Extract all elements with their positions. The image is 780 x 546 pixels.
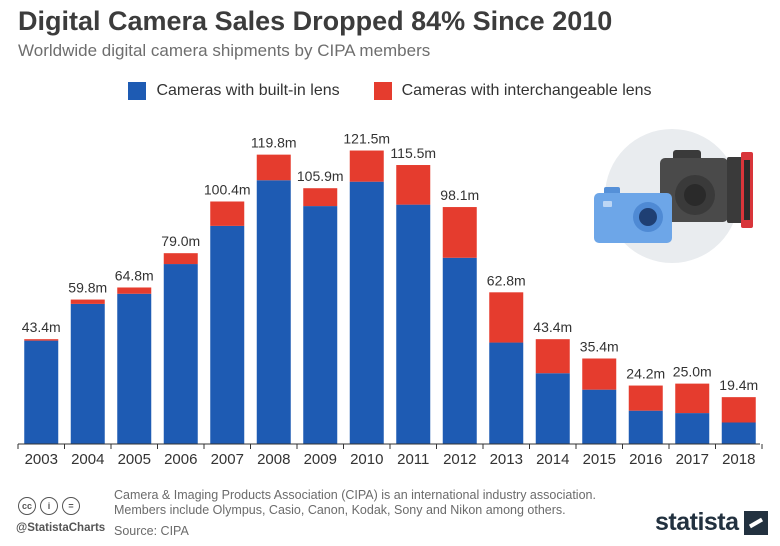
bar-builtin-2009	[303, 206, 338, 444]
bar-interchangeable-2008	[256, 154, 291, 181]
source-text: Source: CIPA	[114, 524, 189, 538]
x-tick-label: 2013	[490, 451, 523, 468]
bar-interchangeable-2018	[721, 397, 756, 423]
value-label: 25.0m	[673, 364, 712, 380]
statista-logo-icon	[743, 510, 768, 535]
value-label: 115.5m	[390, 145, 436, 161]
footer-note: Camera & Imaging Products Association (C…	[114, 488, 596, 518]
bar-builtin-2015	[582, 389, 617, 444]
attribution-icon[interactable]: i	[40, 497, 58, 515]
value-label: 59.8m	[68, 280, 107, 296]
bar-builtin-2012	[442, 257, 477, 444]
legend-item-interchangeable: Cameras with interchangeable lens	[373, 82, 652, 100]
bar-chart: 2003 2004 2005 2006 2007 2008 2009 2010 2011 2012…	[17, 129, 763, 468]
no-derivatives-icon[interactable]: =	[62, 497, 80, 515]
value-label: 43.4m	[22, 319, 61, 335]
legend-swatch-interchangeable	[373, 82, 392, 100]
x-tick-label: 2006	[164, 451, 197, 468]
bar-builtin-2004	[70, 303, 105, 444]
bar-interchangeable-2014	[535, 339, 570, 374]
x-tick-label: 2009	[304, 451, 337, 468]
bar-builtin-2013	[489, 342, 524, 444]
legend-label-interchangeable: Cameras with interchangeable lens	[401, 82, 652, 99]
bar-builtin-2016	[628, 410, 663, 444]
value-label: 100.4m	[204, 181, 251, 197]
bar-builtin-2011	[396, 204, 431, 444]
legend-swatch-builtin	[128, 82, 147, 100]
value-label: 105.9m	[297, 168, 344, 184]
value-label: 62.8m	[487, 272, 526, 288]
x-tick-label: 2014	[536, 451, 569, 468]
footer-note-line1: Camera & Imaging Products Association (C…	[114, 488, 596, 502]
brand-logo[interactable]: statista	[655, 508, 768, 537]
bar-interchangeable-2010	[349, 150, 384, 182]
compact-camera-icon	[594, 187, 672, 243]
bar-interchangeable-2013	[489, 292, 524, 343]
brand-wordmark: statista	[655, 508, 739, 536]
x-tick-label: 2007	[211, 451, 244, 468]
bar-builtin-2003	[24, 340, 59, 444]
legend-item-builtin: Cameras with built-in lens	[128, 82, 340, 100]
bar-builtin-2018	[721, 422, 756, 444]
bar-interchangeable-2011	[396, 165, 431, 205]
x-tick-label: 2003	[25, 451, 58, 468]
x-tick-label: 2017	[676, 451, 709, 468]
chart-subtitle: Worldwide digital camera shipments by CI…	[18, 41, 431, 60]
value-label: 35.4m	[580, 338, 619, 354]
x-tick-label: 2018	[722, 451, 755, 468]
bar-interchangeable-2003	[24, 339, 59, 341]
dslr-camera-icon	[660, 150, 753, 228]
chart-title: Digital Camera Sales Dropped 84% Since 2…	[18, 6, 613, 36]
bar-interchangeable-2005	[117, 287, 152, 294]
bar-builtin-2008	[256, 180, 291, 445]
twitter-handle[interactable]: @StatistaCharts	[16, 522, 106, 534]
footer-note-line2: Members include Olympus, Casio, Canon, K…	[114, 503, 566, 517]
x-tick-label: 2011	[397, 451, 429, 468]
camera-illustration	[594, 129, 753, 263]
value-label: 79.0m	[161, 233, 200, 249]
bar-interchangeable-2007	[210, 201, 245, 226]
bars-group	[24, 150, 756, 445]
bar-interchangeable-2015	[582, 358, 617, 390]
value-label: 19.4m	[719, 377, 758, 393]
x-tick-label: 2016	[629, 451, 662, 468]
bar-interchangeable-2017	[675, 383, 710, 414]
bar-interchangeable-2004	[70, 299, 105, 304]
x-tick-label: 2008	[257, 451, 290, 468]
bar-interchangeable-2016	[628, 385, 663, 411]
bar-builtin-2017	[675, 413, 710, 444]
x-axis-labels: 2003 2004 2005 2006 2007 2008 2009 2010 2011 2012…	[25, 451, 756, 468]
value-label: 24.2m	[626, 366, 665, 382]
bar-builtin-2005	[117, 293, 152, 444]
value-label: 121.5m	[343, 131, 390, 147]
value-label: 98.1m	[440, 187, 479, 203]
x-tick-label: 2010	[350, 451, 383, 468]
x-tick-label: 2015	[583, 451, 616, 468]
bar-interchangeable-2012	[442, 207, 477, 258]
bar-builtin-2014	[535, 373, 570, 444]
bar-interchangeable-2009	[303, 188, 338, 207]
value-label: 64.8m	[115, 267, 154, 283]
cc-icon[interactable]: cc	[18, 497, 36, 515]
bar-builtin-2007	[210, 225, 245, 444]
legend-label-builtin: Cameras with built-in lens	[156, 82, 340, 99]
x-tick-label: 2012	[443, 451, 476, 468]
x-tick-label: 2004	[71, 451, 104, 468]
license-badges: cc i =	[18, 497, 80, 515]
chart-legend: Cameras with built-in lens Cameras with …	[0, 82, 780, 100]
bar-interchangeable-2006	[163, 253, 198, 265]
bar-builtin-2006	[163, 264, 198, 444]
value-label: 43.4m	[533, 319, 572, 335]
bar-builtin-2010	[349, 181, 384, 445]
x-axis-ticks	[17, 444, 763, 449]
value-labels: 43.4m 59.8m 64.8m 79.0m 100.4m 119.8m 105.9m 12…	[22, 131, 758, 394]
x-tick-label: 2005	[118, 451, 151, 468]
value-label: 119.8m	[251, 135, 297, 151]
